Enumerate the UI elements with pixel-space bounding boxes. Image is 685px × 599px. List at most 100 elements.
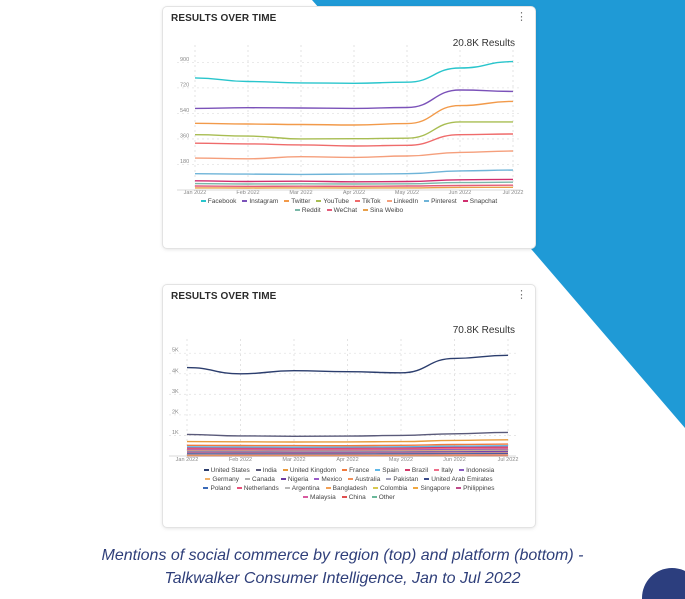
legend-item[interactable]: Netherlands (236, 484, 279, 493)
series-line[interactable] (186, 354, 509, 375)
legend-item[interactable]: TikTok (354, 197, 381, 206)
x-tick-label: Jul 2022 (503, 190, 524, 196)
card-title: RESULTS OVER TIME (171, 13, 277, 24)
series-line[interactable] (194, 100, 514, 126)
legend-swatch (363, 209, 369, 212)
legend-item[interactable]: YouTube (316, 197, 349, 206)
legend-swatch (294, 209, 300, 212)
legend-item[interactable]: Poland (203, 484, 231, 493)
series-line[interactable] (194, 133, 514, 147)
legend-item[interactable]: Colombia (372, 484, 407, 493)
accent-band (312, 0, 685, 428)
series-line[interactable] (194, 186, 514, 189)
caption-line-1: Mentions of social commerce by region (t… (101, 547, 584, 564)
legend-item[interactable]: Spain (375, 466, 399, 475)
series-line[interactable] (186, 447, 509, 450)
legend-swatch (459, 469, 465, 472)
more-options-icon[interactable]: ⋮ (516, 289, 527, 301)
legend-item[interactable]: Canada (245, 475, 275, 484)
legend-item[interactable]: United Kingdom (282, 466, 336, 475)
legend-item[interactable]: Pinterest (424, 197, 457, 206)
series-line[interactable] (194, 169, 514, 176)
y-tick-label: 2K (172, 409, 179, 415)
legend-item[interactable]: Brazil (404, 466, 428, 475)
legend-item[interactable]: China (341, 493, 366, 502)
legend-label: United Arab Emirates (431, 476, 493, 483)
legend-label: Facebook (207, 198, 237, 205)
legend-label: Argentina (291, 485, 320, 492)
legend-item[interactable]: Mexico (314, 475, 342, 484)
legend-label: Indonesia (466, 467, 495, 474)
legend-label: Mexico (321, 476, 343, 483)
legend-label: WeChat (333, 207, 358, 214)
y-tick-label: 540 (180, 108, 189, 114)
series-line[interactable] (186, 448, 509, 451)
legend-item[interactable]: Facebook (200, 197, 237, 206)
legend-label: Poland (210, 485, 231, 492)
legend-swatch (434, 469, 440, 472)
legend-item[interactable]: WeChat (326, 206, 358, 215)
series-line[interactable] (186, 443, 509, 447)
legend-item[interactable]: Singapore (413, 484, 450, 493)
legend-item[interactable]: Indonesia (459, 466, 494, 475)
series-line[interactable] (194, 178, 514, 183)
legend-label: YouTube (323, 198, 349, 205)
legend-item[interactable]: Nigeria (280, 475, 308, 484)
legend-label: Netherlands (243, 485, 279, 492)
x-tick-label: May 2022 (389, 457, 413, 463)
legend-swatch (255, 469, 261, 472)
legend-swatch (205, 478, 211, 481)
legend-item[interactable]: Sina Weibo (363, 206, 403, 215)
legend-label: Italy (441, 467, 454, 474)
legend-label: Spain (382, 467, 399, 474)
series-line[interactable] (194, 184, 514, 188)
legend-label: China (348, 494, 366, 501)
legend-row: Poland Netherlands Argentina Bangladesh Colo… (173, 484, 525, 493)
series-line[interactable] (186, 439, 509, 443)
legend-label: Malaysia (310, 494, 336, 501)
legend-row: United States India United Kingdom France Sp… (173, 466, 525, 475)
legend-item[interactable]: Germany (205, 475, 239, 484)
legend-swatch (203, 487, 209, 490)
legend-label: India (262, 467, 277, 474)
legend-item[interactable]: Pakistan (386, 475, 418, 484)
series-line[interactable] (186, 445, 509, 448)
series-line[interactable] (194, 181, 514, 185)
legend-swatch (462, 200, 468, 203)
legend-label: Sina Weibo (370, 207, 404, 214)
legend-item[interactable]: Philippines (456, 484, 495, 493)
series-line[interactable] (186, 431, 509, 438)
legend-item[interactable]: Reddit (294, 206, 321, 215)
figure-caption: Mentions of social commerce by region (t… (0, 544, 685, 590)
legend-row: Facebook Instagram Twitter YouTube TikTok Lin… (173, 197, 525, 206)
caption-line-2: Talkwalker Consumer Intelligence, Jan to… (164, 570, 521, 587)
legend-item[interactable]: Other (371, 493, 395, 502)
legend-item[interactable]: Instagram (242, 197, 278, 206)
legend-item[interactable]: Twitter (284, 197, 310, 206)
series-line[interactable] (194, 89, 514, 110)
legend-item[interactable]: Bangladesh (325, 484, 367, 493)
line-chart: Jan 2022 Feb 2022 Mar 2022 Apr 2022 May 2022… (169, 339, 518, 463)
legend-item[interactable]: France (342, 466, 369, 475)
x-tick-label: May 2022 (395, 190, 419, 196)
series-line[interactable] (194, 121, 513, 140)
series-line[interactable] (194, 150, 514, 160)
results-count: 20.8K Results (452, 38, 515, 49)
legend-item[interactable]: United Arab Emirates (424, 475, 493, 484)
x-tick-label: Mar 2022 (289, 190, 312, 196)
legend-item[interactable]: Snapchat (462, 197, 497, 206)
legend-swatch (354, 200, 360, 203)
legend-item[interactable]: Australia (348, 475, 380, 484)
legend-item[interactable]: Argentina (284, 484, 320, 493)
legend-item[interactable]: LinkedIn (386, 197, 418, 206)
more-options-icon[interactable]: ⋮ (516, 11, 527, 23)
x-tick-label: Mar 2022 (282, 457, 305, 463)
series-line[interactable] (194, 60, 514, 85)
series-line[interactable] (186, 446, 509, 449)
legend-swatch (284, 200, 290, 203)
legend-item[interactable]: Malaysia (303, 493, 336, 502)
legend-item[interactable]: United States (203, 466, 250, 475)
legend-item[interactable]: Italy (434, 466, 453, 475)
legend-item[interactable]: India (255, 466, 277, 475)
